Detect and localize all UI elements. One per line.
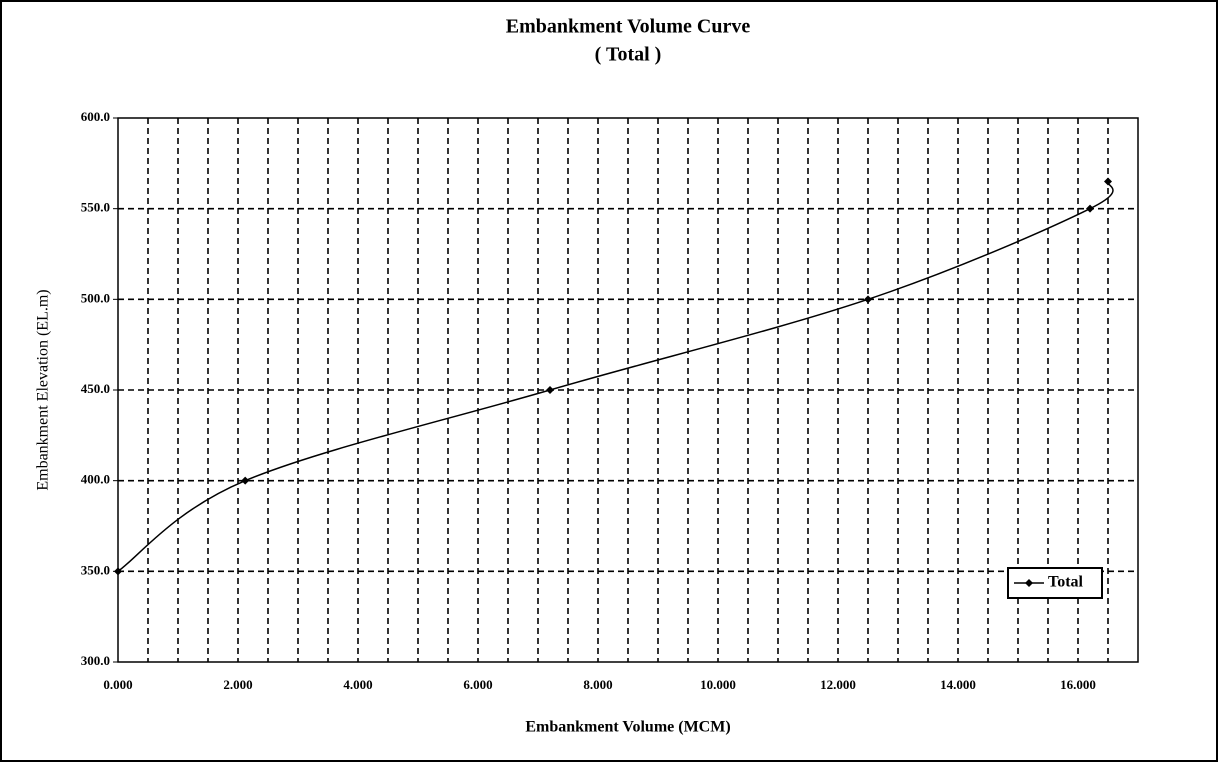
y-tick-label: 400.0 bbox=[81, 472, 110, 487]
x-tick-label: 8.000 bbox=[583, 677, 612, 692]
y-tick-label: 450.0 bbox=[81, 381, 110, 396]
x-tick-label: 6.000 bbox=[463, 677, 492, 692]
y-axis-label: Embankment Elevation (EL.m) bbox=[35, 289, 52, 490]
x-tick-label: 4.000 bbox=[343, 677, 372, 692]
y-tick-label: 300.0 bbox=[81, 653, 110, 668]
point-marker bbox=[546, 386, 554, 394]
x-tick-label: 2.000 bbox=[223, 677, 252, 692]
y-tick-label: 350.0 bbox=[81, 562, 110, 577]
point-marker bbox=[241, 476, 250, 485]
x-tick-label: 14.000 bbox=[940, 677, 976, 692]
legend-marker bbox=[1025, 579, 1033, 587]
y-tick-label: 550.0 bbox=[81, 200, 110, 215]
point-marker bbox=[1086, 204, 1094, 213]
x-axis-label: Embankment Volume (MCM) bbox=[525, 719, 730, 736]
chart-title: Embankment Volume Curve bbox=[506, 16, 751, 38]
point-marker bbox=[114, 567, 122, 576]
x-tick-label: 0.000 bbox=[103, 677, 132, 692]
y-tick-label: 600.0 bbox=[81, 109, 110, 124]
point-marker bbox=[1104, 177, 1112, 186]
chart-subtitle: ( Total ) bbox=[595, 44, 662, 66]
x-tick-label: 12.000 bbox=[820, 677, 856, 692]
x-tick-label: 10.000 bbox=[700, 677, 736, 692]
legend-label: Total bbox=[1048, 574, 1084, 591]
point-marker bbox=[864, 295, 872, 304]
x-tick-label: 16.000 bbox=[1060, 677, 1096, 692]
y-tick-label: 500.0 bbox=[81, 290, 110, 305]
